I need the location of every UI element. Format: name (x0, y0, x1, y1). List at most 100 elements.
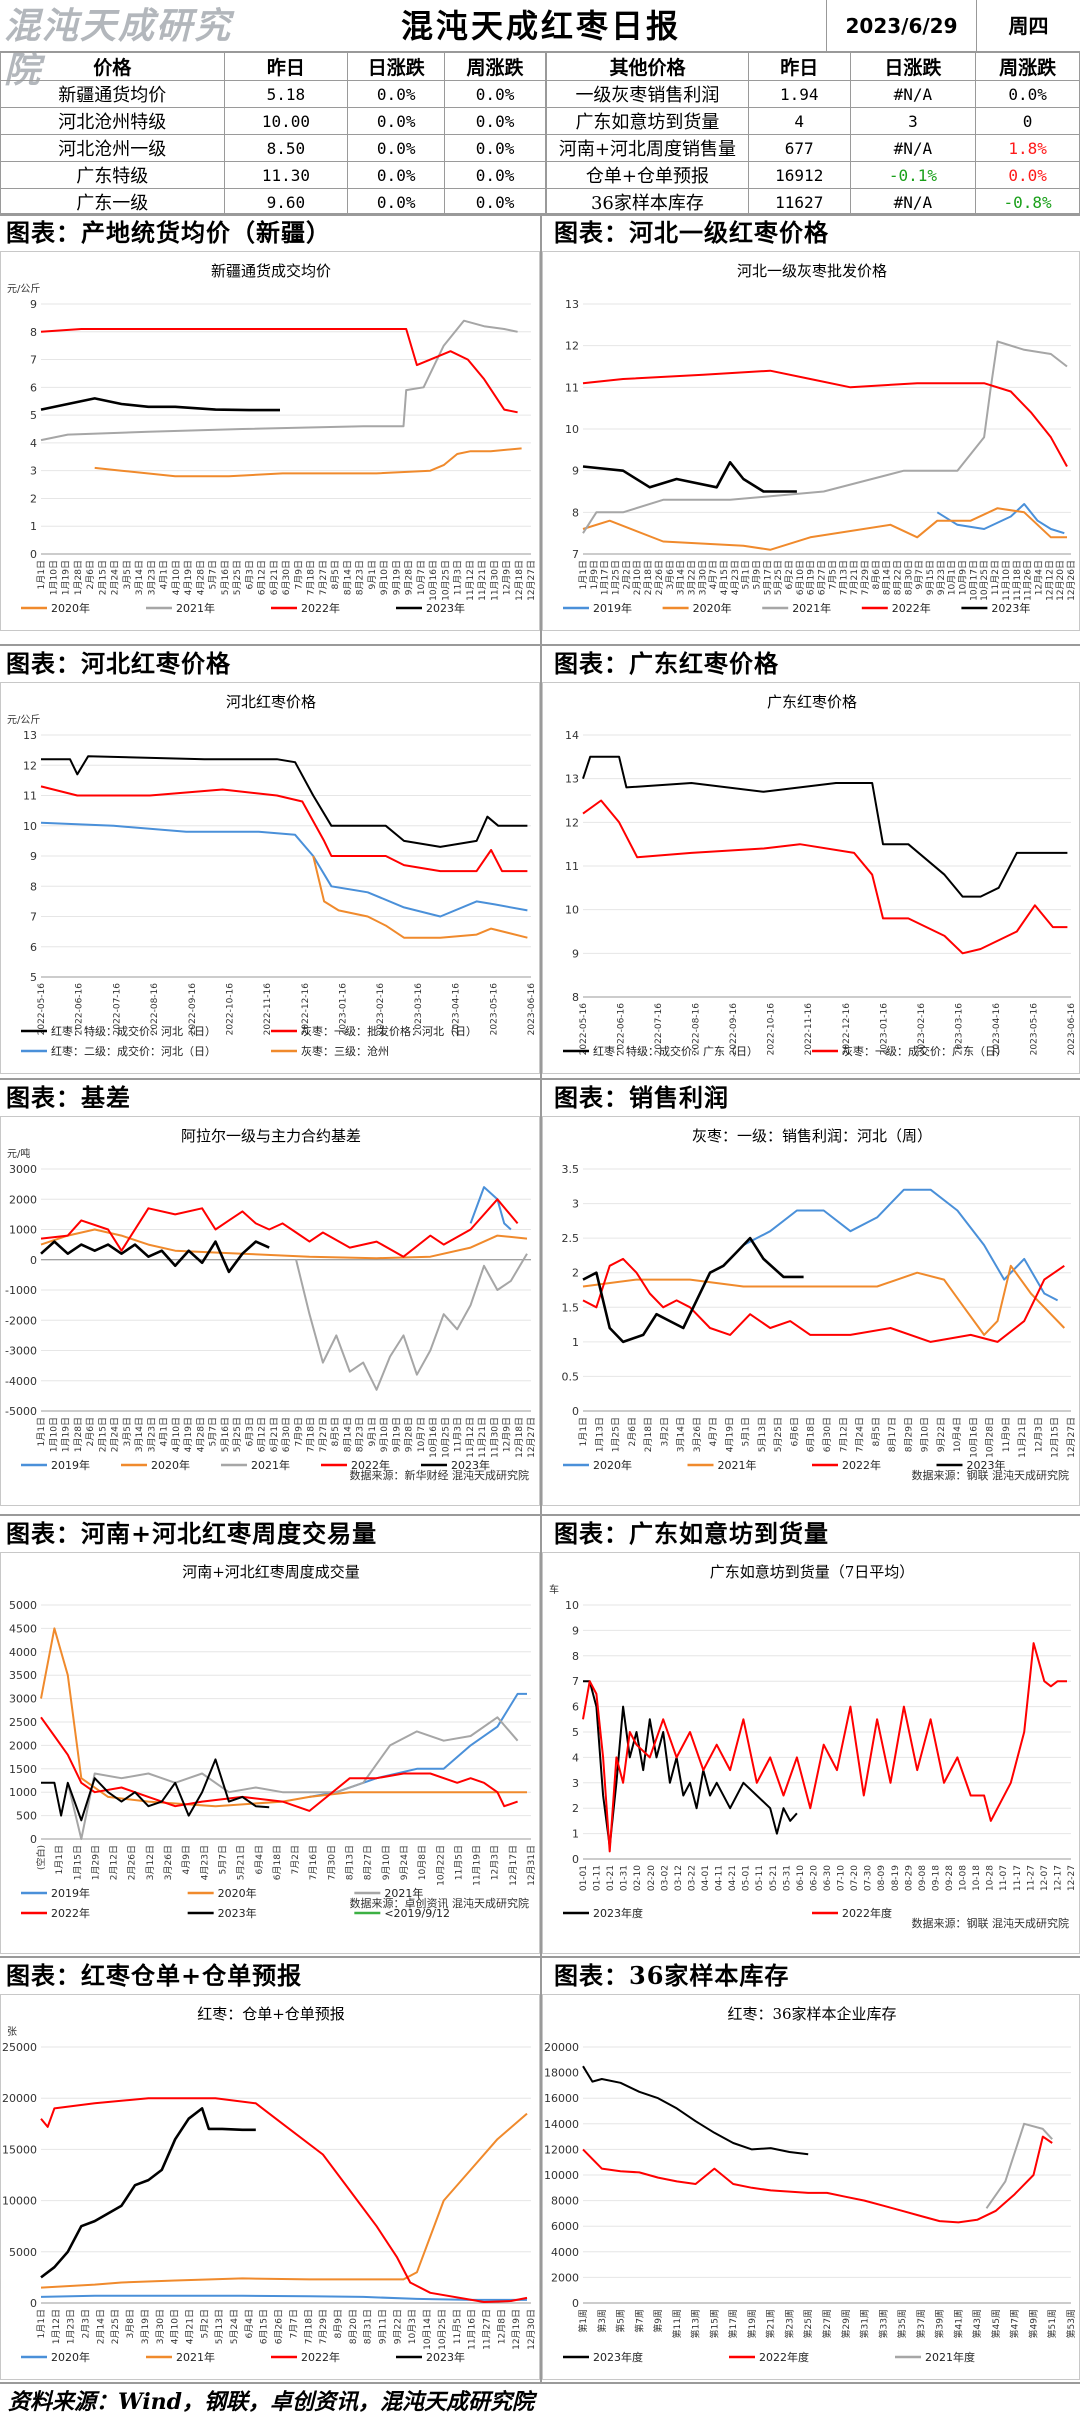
x-tick-label: 4月10日 (171, 1417, 182, 1452)
x-tick-label: 09-08 (918, 1865, 928, 1891)
x-tick-label: 第9周 (652, 2309, 664, 2333)
chart-panel: 河北红枣价格 元/公斤 5 6 7 8 9 10 11 12 13 2022-05-16 2022-06… (0, 682, 540, 1074)
x-tick-label: 2022-12-16 (301, 983, 311, 1036)
x-tick-label: 1月1日 (36, 2309, 47, 2338)
row-value: 11.30 (223, 161, 349, 189)
x-tick-label: 12月3日 (490, 1845, 501, 1880)
x-tick-label: 1月19日 (61, 560, 72, 595)
x-tick-label: 3月23日 (146, 560, 157, 595)
x-tick-label: 01-01 (579, 1865, 589, 1891)
chart-title: 灰枣：一级：销售利润：河北（周） (692, 1127, 932, 1145)
y-tick-label: 20000 (544, 2041, 579, 2054)
y-tick-label: 4 (30, 437, 37, 450)
chart-svg: 广东红枣价格 8 9 10 11 12 13 14 2022-05-16 2022-06-16 20… (563, 693, 1077, 1058)
x-tick-label: 10月9日 (958, 560, 969, 595)
y-tick-label: 8 (30, 880, 37, 893)
legend-label: 2021年 (176, 601, 215, 615)
chart-source: 数据来源：钢联 混沌天成研究院 (912, 1916, 1070, 1930)
col-header: 昨日 (747, 52, 851, 81)
x-tick-label: 11月21日 (477, 560, 488, 601)
x-tick-label: 5月25日 (232, 1417, 243, 1452)
column-divider (540, 215, 542, 2382)
y-tick-label: 18000 (544, 2067, 579, 2080)
series-line (40, 1198, 519, 1258)
row-value: 9.60 (223, 188, 349, 216)
x-tick-label: 6月19日 (806, 560, 817, 595)
x-tick-label: 12月18日 (514, 560, 525, 601)
x-tick-label: 5月1日 (741, 1417, 752, 1446)
x-tick-label: 2022-11-16 (804, 1003, 814, 1056)
x-tick-label: 1月1日 (578, 560, 589, 589)
y-tick-label: 2.5 (562, 1232, 580, 1245)
col-header: 周涨跌 (444, 52, 546, 81)
row-day-change: 3 (849, 107, 977, 135)
x-tick-label: 1月25日 (611, 1417, 622, 1452)
x-tick-label: 08-19 (891, 1865, 901, 1891)
x-tick-label: 第13周 (690, 2309, 702, 2338)
table-row: 一级灰枣销售利润 1.94 #N/A 0.0% (546, 80, 1080, 108)
section-divider (0, 213, 1080, 215)
section-title: 图表：销售利润 (554, 1083, 729, 1112)
legend-label: 2020年 (593, 1458, 632, 1472)
row-week-change: 0.0% (444, 134, 546, 162)
y-tick-label: -3000 (5, 1345, 37, 1358)
y-tick-label: 13 (565, 298, 579, 311)
y-tick-label: 13 (23, 729, 37, 742)
y-tick-label: 8 (572, 1650, 579, 1663)
x-tick-label: 3月14日 (676, 1417, 687, 1452)
x-tick-label: 03-12 (674, 1865, 684, 1891)
x-tick-label: 3月23日 (146, 1417, 157, 1452)
x-tick-label: 07-20 (850, 1865, 860, 1891)
x-tick-label: 10月25日 (979, 560, 990, 601)
x-tick-label: 12月30日 (526, 2309, 537, 2350)
x-tick-label: 9月10日 (920, 1417, 931, 1452)
x-tick-label: 09-18 (931, 1865, 941, 1891)
series-line (40, 2112, 528, 2289)
legend-label: 2023年 (967, 1458, 1006, 1472)
x-tick-label: 1月9日 (589, 560, 600, 589)
y-tick-label: 7 (30, 911, 37, 924)
chart-panel: 新疆通货成交均价 元/公斤 0 1 2 3 4 5 6 7 8 9 1月1日 1月10日 1月19日 1月28… (0, 251, 540, 631)
row-day-change: 0.0% (347, 134, 446, 162)
y-tick-label: 11 (565, 381, 579, 394)
legend-label: <2019/9/12 (384, 1907, 450, 1920)
col-header: 日涨跌 (849, 52, 977, 81)
legend-label: 2021年度 (925, 2350, 975, 2364)
row-value: 5.18 (223, 80, 349, 108)
legend-label: 2023年 (451, 1458, 490, 1472)
x-tick-label: 5月24日 (229, 2309, 240, 2344)
y-tick-label: 9 (30, 850, 37, 863)
x-tick-label: 10-28 (986, 1865, 996, 1891)
x-tick-label: 3月14日 (676, 560, 687, 595)
series-line (582, 369, 1068, 467)
x-tick-label: 1月1日 (36, 1417, 47, 1446)
row-value: 677 (747, 134, 851, 162)
x-tick-label: 3月26日 (163, 1845, 174, 1880)
x-tick-label: 2月18日 (643, 1417, 654, 1452)
x-tick-label: 1月1日 (578, 1417, 589, 1446)
row-week-change: 1.8% (975, 134, 1080, 162)
x-tick-label: 2月14日 (95, 2309, 106, 2344)
x-tick-label: 05-31 (782, 1865, 792, 1891)
x-tick-label: 11月3日 (453, 1417, 464, 1452)
col-header: 昨日 (223, 52, 349, 81)
chart-title: 红枣：36家样本企业库存 (727, 2005, 896, 2023)
x-tick-label: 6月21日 (269, 1417, 280, 1452)
x-tick-label: 12月8日 (496, 2309, 507, 2344)
x-tick-label: 1月28日 (73, 1417, 84, 1452)
y-tick-label: 1000 (9, 1786, 37, 1799)
chart-panel: 红枣：36家样本企业库存 0 2000 4000 6000 8000 10000 12000 1… (542, 1994, 1080, 2380)
x-tick-label: 6月4日 (254, 1845, 265, 1874)
series-line (40, 328, 518, 414)
row-day-change: #N/A (849, 80, 977, 108)
x-tick-label: 01-31 (620, 1865, 630, 1891)
chart-source: 数据来源：卓创资讯 混沌天成研究院 (350, 1896, 530, 1910)
y-tick-label: 8 (572, 506, 579, 519)
x-tick-label: 6月15日 (259, 2309, 270, 2344)
series-line (295, 1253, 528, 1391)
y-axis-unit: 车 (549, 1583, 559, 1596)
table-row: 36家样本库存 11627 #N/A -0.8% (546, 188, 1080, 216)
x-tick-label: 10-08 (959, 1865, 969, 1891)
table-row: 仓单+仓单预报 16912 -0.1% 0.0% (546, 161, 1080, 189)
y-tick-label: 1.5 (562, 1301, 580, 1314)
